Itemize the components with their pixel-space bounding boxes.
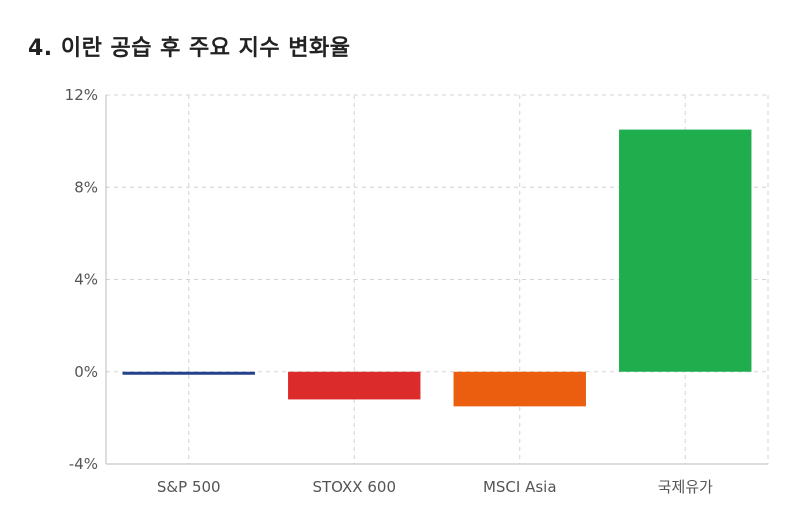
chart-title: 4. 이란 공습 후 주요 지수 변화율 (28, 36, 351, 61)
x-tick-label: STOXX 600 (313, 478, 396, 496)
bars (122, 129, 752, 407)
axes (105, 95, 768, 465)
y-tick-label: 8% (74, 178, 98, 196)
y-tick-label: -4% (69, 455, 98, 473)
x-tick-label: MSCI Asia (483, 478, 557, 496)
bar (288, 371, 421, 400)
x-tick-label: 국제유가 (658, 478, 713, 496)
y-tick-label: 0% (74, 363, 98, 381)
y-tick-label: 12% (65, 86, 98, 104)
tick-labels: -4% 0% 4% 8% 12% S&P 500 STOXX 600 MSCI Asia 국제유… (65, 86, 713, 496)
bar (619, 129, 752, 372)
y-tick-label: 4% (74, 271, 98, 289)
bar (122, 371, 255, 375)
x-tick-label: S&P 500 (157, 478, 221, 496)
bar (453, 371, 586, 407)
